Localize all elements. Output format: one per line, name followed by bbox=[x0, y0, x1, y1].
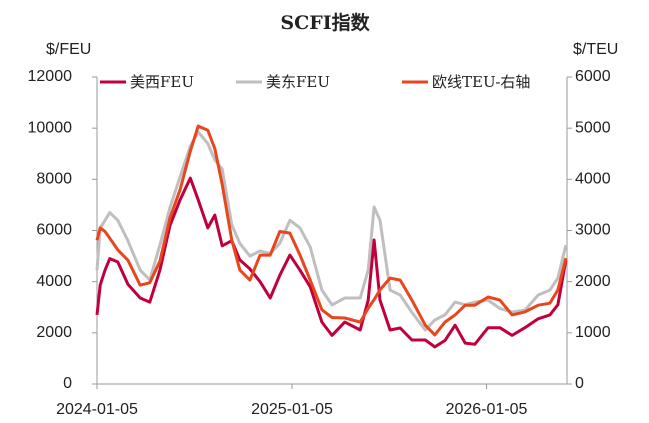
x-tick-label: 2024-01-05 bbox=[56, 401, 138, 418]
y2-tick-label: 1000 bbox=[575, 324, 611, 341]
y-tick-label: 12000 bbox=[28, 68, 73, 85]
legend-label: 美东FEU bbox=[266, 73, 330, 91]
y2-tick-label: 3000 bbox=[575, 222, 611, 239]
y2-tick-label: 4000 bbox=[575, 171, 611, 188]
chart-title: SCFI指数 bbox=[280, 11, 370, 34]
y-tick-label: 2000 bbox=[36, 324, 72, 341]
series-line bbox=[95, 130, 568, 332]
series-line bbox=[95, 124, 568, 337]
y-tick-label: 0 bbox=[63, 375, 72, 392]
y2-axis-label: $/TEU bbox=[573, 41, 618, 58]
y2-tick-label: 0 bbox=[575, 375, 584, 392]
y-axis-label: $/FEU bbox=[46, 41, 91, 58]
y-tick-label: 6000 bbox=[36, 222, 72, 239]
y2-tick-label: 2000 bbox=[575, 273, 611, 290]
y2-tick-label: 6000 bbox=[575, 68, 611, 85]
legend-label: 美西FEU bbox=[130, 73, 194, 91]
y-tick-label: 10000 bbox=[28, 119, 73, 136]
series-line bbox=[95, 176, 568, 349]
legend-label: 欧线TEU-右轴 bbox=[432, 73, 530, 91]
y-tick-label: 4000 bbox=[36, 273, 72, 290]
x-tick-label: 2026-01-05 bbox=[446, 401, 528, 418]
y-tick-label: 8000 bbox=[36, 171, 72, 188]
x-tick-label: 2025-01-05 bbox=[251, 401, 333, 418]
y2-tick-label: 5000 bbox=[575, 119, 611, 136]
